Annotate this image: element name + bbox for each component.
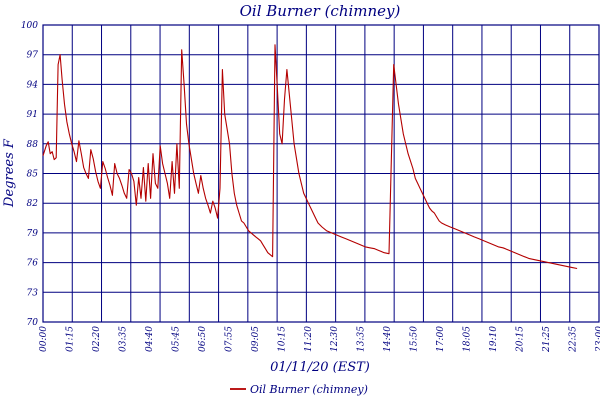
x-tick-label: 10:15 [277,326,287,352]
x-tick-label: 01:15 [65,326,75,352]
x-tick-label: 22:35 [569,326,579,353]
x-axis-label: 01/11/20 (EST) [270,360,370,375]
x-tick-label: 21:25 [542,326,552,353]
y-axis-label: Degrees F [2,138,17,208]
x-tick-label: 19:10 [489,326,499,352]
x-tick-label: 13:35 [357,326,367,352]
x-tick-label: 04:40 [145,326,155,352]
x-tick-label: 09:05 [251,326,261,352]
x-tick-labels: 00:00 01:15 02:20 03:35 04:40 05:45 06:50 07:55… [39,326,600,353]
x-tick-label: 14:40 [383,326,393,352]
y-tick-label: 85 [27,170,39,180]
x-tick-label: 11:20 [304,326,314,352]
chart-title: Oil Burner (chimney) [240,2,401,20]
y-tick-labels: 70 73 76 79 82 85 88 91 94 97 100 [21,21,38,328]
x-tick-label: 00:00 [39,326,49,352]
y-gridlines [43,54,599,293]
y-tick-label: 94 [27,80,39,90]
y-tick-label: 97 [27,51,39,61]
y-tick-label: 82 [27,199,39,209]
x-tick-label: 18:05 [463,326,473,352]
y-tick-label: 79 [27,229,39,239]
x-tick-label: 17:00 [436,326,446,352]
y-tick-label: 76 [27,259,39,269]
x-tick-label: 05:45 [171,326,181,352]
x-tick-label: 03:35 [118,326,128,352]
y-tick-label: 73 [27,288,39,298]
y-tick-label: 100 [21,21,38,31]
series-layer [42,44,578,270]
series-line [42,44,578,270]
x-tick-label: 06:50 [198,326,208,352]
legend: Oil Burner (chimney) [230,383,368,396]
x-tick-label: 15:50 [410,326,420,352]
x-tick-label: 12:30 [330,326,340,352]
x-tick-label: 02:20 [92,326,102,352]
x-tick-label: 20:15 [516,326,526,353]
x-tick-label: 07:55 [224,326,234,352]
y-tick-label: 70 [27,318,39,328]
y-tick-label: 91 [27,110,38,120]
legend-label: Oil Burner (chimney) [250,383,368,396]
x-tick-label: 23:00 [595,326,600,353]
y-tick-label: 88 [27,140,39,150]
